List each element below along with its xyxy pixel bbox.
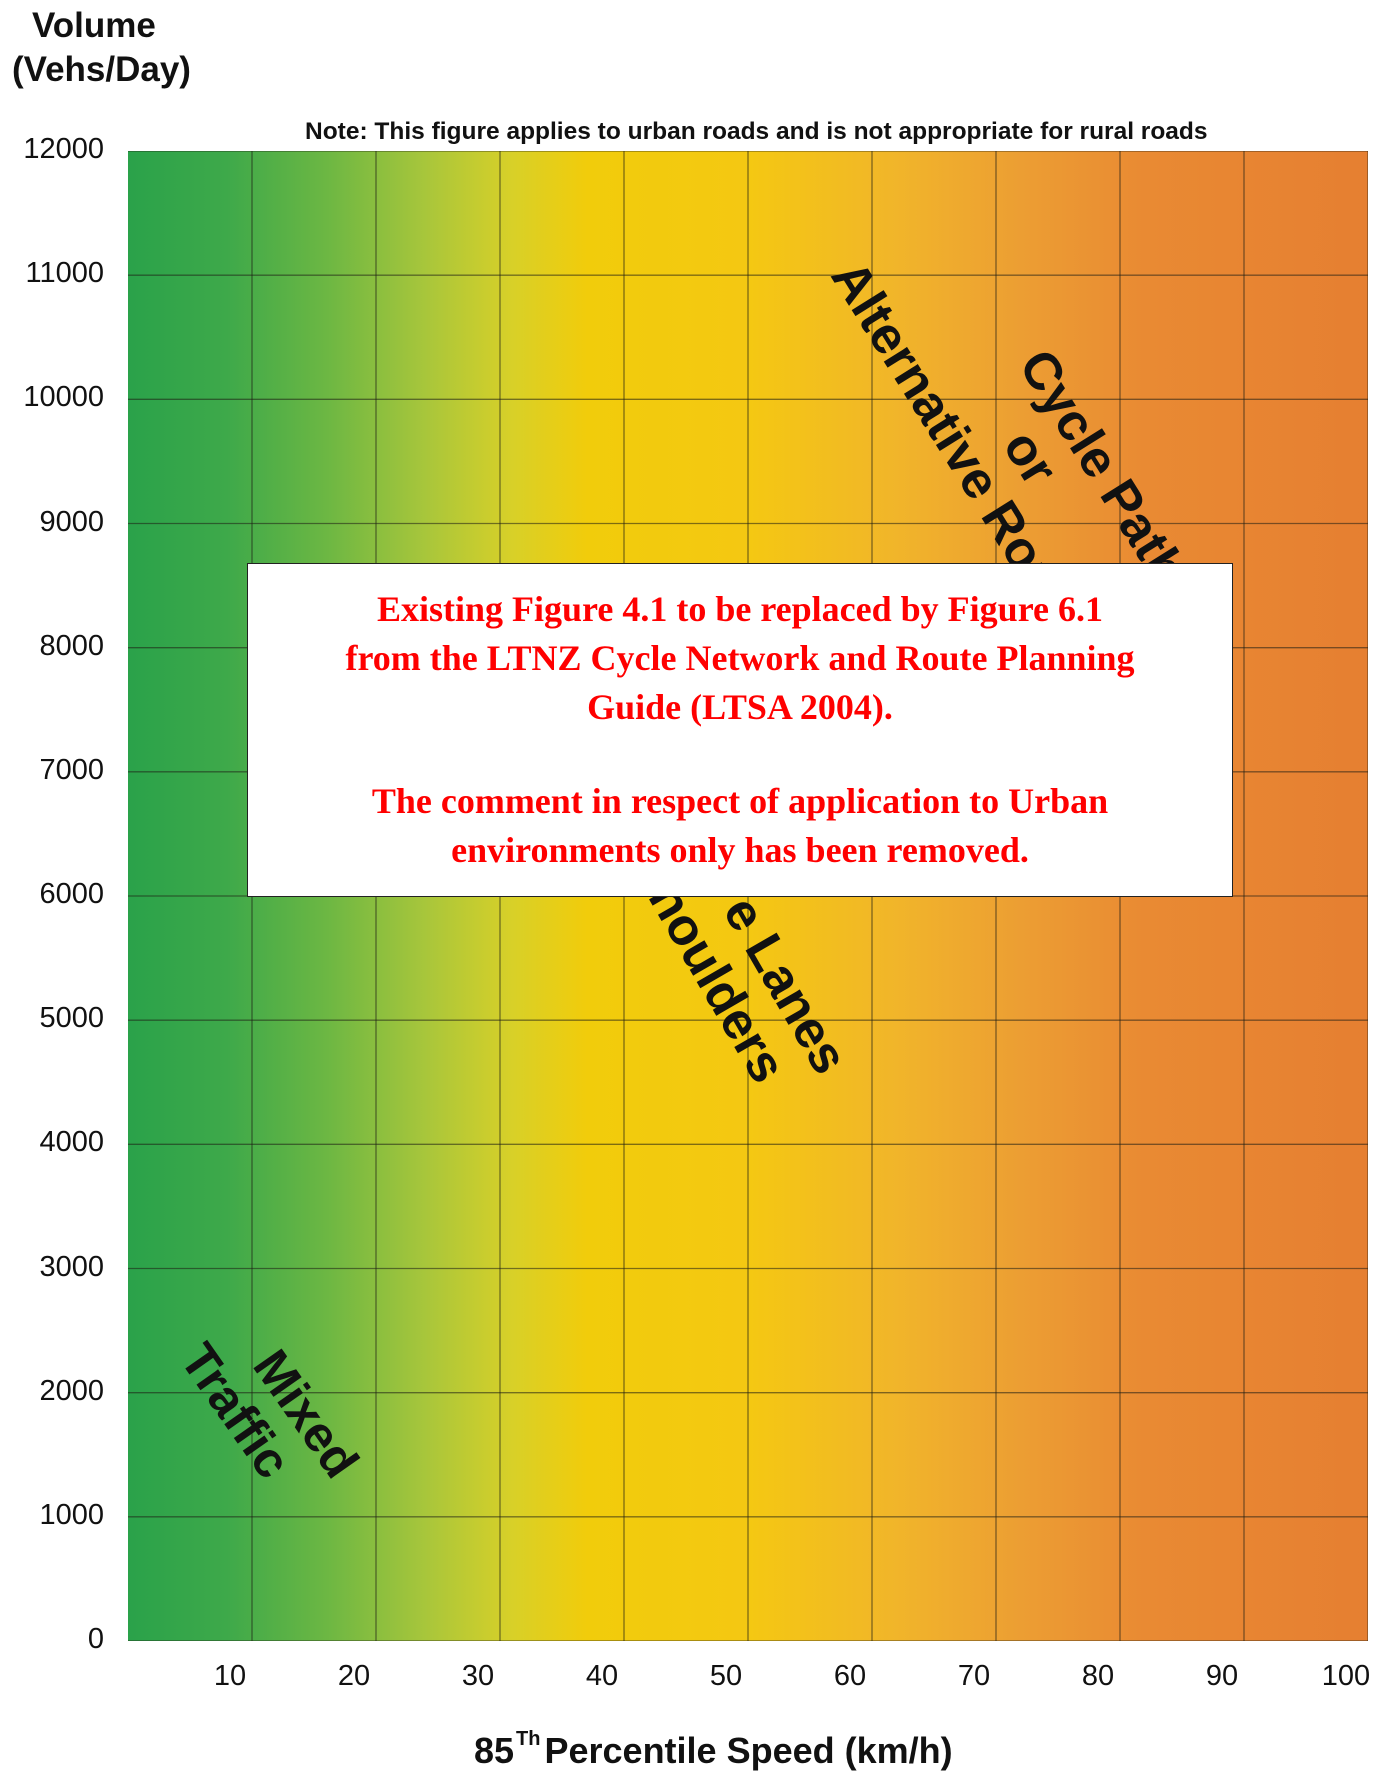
x-tick-label: 10 bbox=[213, 1660, 247, 1692]
notice-line: environments only has been removed. bbox=[451, 830, 1029, 870]
notice-line: from the LTNZ Cycle Network and Route Pl… bbox=[345, 638, 1135, 678]
y-axis-title-line2: (Vehs/Day) bbox=[12, 50, 191, 89]
y-axis-title: Volume (Vehs/Day) bbox=[12, 4, 191, 92]
notice-line: The comment in respect of application to… bbox=[371, 781, 1109, 821]
y-tick-label: 6000 bbox=[39, 878, 104, 910]
replacement-notice-box: Existing Figure 4.1 to be replaced by Fi… bbox=[247, 563, 1233, 897]
x-tick-label: 40 bbox=[585, 1660, 619, 1692]
x-tick-label: 70 bbox=[957, 1660, 991, 1692]
y-axis-title-line1: Volume bbox=[32, 6, 156, 45]
y-tick-label: 12000 bbox=[23, 133, 104, 165]
x-tick-label: 90 bbox=[1205, 1660, 1239, 1692]
x-axis-title-superscript: Th bbox=[516, 1728, 541, 1750]
y-tick-label: 7000 bbox=[39, 753, 104, 786]
y-tick-label: 3000 bbox=[39, 1250, 104, 1283]
x-tick-label: 100 bbox=[1321, 1660, 1371, 1692]
y-tick-label: 5000 bbox=[39, 1002, 104, 1035]
y-tick-label: 0 bbox=[87, 1623, 104, 1655]
chart-note: Note: This figure applies to urban roads… bbox=[305, 118, 1208, 145]
notice-line: Guide (LTSA 2004). bbox=[587, 687, 893, 727]
x-tick-label: 60 bbox=[833, 1660, 867, 1692]
x-tick-label: 20 bbox=[337, 1660, 371, 1692]
x-axis-title: 85 Th Percentile Speed (km/h) bbox=[474, 1728, 953, 1772]
y-tick-label: 4000 bbox=[39, 1126, 104, 1159]
y-tick-label: 9000 bbox=[39, 505, 104, 538]
x-axis-title-suffix: Percentile Speed (km/h) bbox=[544, 1730, 953, 1771]
x-tick-label: 30 bbox=[461, 1660, 495, 1692]
notice-line: Existing Figure 4.1 to be replaced by Fi… bbox=[377, 589, 1103, 629]
y-tick-label: 2000 bbox=[39, 1374, 104, 1407]
x-tick-label: 50 bbox=[709, 1660, 743, 1692]
y-tick-label: 8000 bbox=[39, 629, 104, 662]
y-tick-label: 11000 bbox=[25, 257, 105, 290]
y-tick-label: 10000 bbox=[23, 381, 104, 414]
y-tick-label: 1000 bbox=[39, 1498, 104, 1531]
x-axis-title-prefix: 85 bbox=[474, 1730, 515, 1771]
x-tick-label: 80 bbox=[1081, 1660, 1115, 1692]
